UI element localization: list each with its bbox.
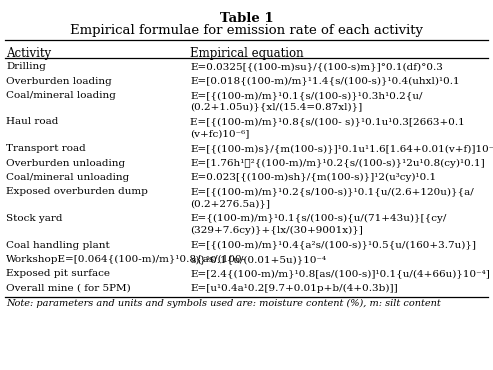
Text: (0.2+1.05u)}{xl/(15.4=0.87xl)}]: (0.2+1.05u)}{xl/(15.4=0.87xl)}] <box>190 102 362 111</box>
Text: E=[1.76h¹ᐟ²{(100-m)/m}¹0.2{s/(100-s)}¹2u¹0.8(cy)¹0.1]: E=[1.76h¹ᐟ²{(100-m)/m}¹0.2{s/(100-s)}¹2u… <box>190 158 485 168</box>
Text: Stock yard: Stock yard <box>6 214 63 223</box>
Text: Empirical formulae for emission rate of each activity: Empirical formulae for emission rate of … <box>70 24 423 37</box>
Text: Overall mine ( for 5PM): Overall mine ( for 5PM) <box>6 284 131 293</box>
Text: Table 1: Table 1 <box>220 12 273 25</box>
Text: (0.2+276.5a)}]: (0.2+276.5a)}] <box>190 199 270 208</box>
Text: Overburden unloading: Overburden unloading <box>6 158 125 168</box>
Text: E=[{(100-m)/m}¹0.1{s/(100-s)}¹0.3h¹0.2{u/: E=[{(100-m)/m}¹0.1{s/(100-s)}¹0.3h¹0.2{u… <box>190 91 423 100</box>
Text: (v+fc)10⁻⁶]: (v+fc)10⁻⁶] <box>190 129 249 138</box>
Text: Exposed overburden dump: Exposed overburden dump <box>6 188 148 196</box>
Text: Coal/mineral loading: Coal/mineral loading <box>6 91 116 100</box>
Text: Coal handling plant: Coal handling plant <box>6 240 110 249</box>
Text: E={(100-m)/m}¹0.1{s/(100-s){u/(71+43u)}[{cy/: E={(100-m)/m}¹0.1{s/(100-s){u/(71+43u)}[… <box>190 214 446 223</box>
Text: Coal/mineral unloading: Coal/mineral unloading <box>6 173 129 182</box>
Text: Note: parameters and units and symbols used are: moisture content (%), m: silt c: Note: parameters and units and symbols u… <box>6 299 441 307</box>
Text: E=0.023[{(100-m)sh}/{m(100-s)}]¹2(u³cy)¹0.1: E=0.023[{(100-m)sh}/{m(100-s)}]¹2(u³cy)¹… <box>190 173 436 182</box>
Text: (329+7.6cy)}+{lx/(30+9001x)}]: (329+7.6cy)}+{lx/(30+9001x)}] <box>190 225 363 235</box>
Text: Haul road: Haul road <box>6 118 58 127</box>
Text: E=0.0325[{(100-m)su}/{(100-s)m}]°0.1(df)°0.3: E=0.0325[{(100-m)su}/{(100-s)m}]°0.1(df)… <box>190 62 443 71</box>
Text: E=[{(100-m)/m}¹0.4{a²s/(100-s)}¹0.5{u/(160+3.7u)}]: E=[{(100-m)/m}¹0.4{a²s/(100-s)}¹0.5{u/(1… <box>190 240 476 249</box>
Text: Exposed pit surface: Exposed pit surface <box>6 269 110 279</box>
Text: Drilling: Drilling <box>6 62 46 71</box>
Text: s)}¹0.1{u/(0.01+5u)}10⁻⁴: s)}¹0.1{u/(0.01+5u)}10⁻⁴ <box>190 255 326 264</box>
Text: E=[2.4{(100-m)/m}¹0.8[as/(100-s)]¹0.1{u/(4+66u)}10⁻⁴]: E=[2.4{(100-m)/m}¹0.8[as/(100-s)]¹0.1{u/… <box>190 269 490 279</box>
Text: Empirical equation: Empirical equation <box>190 47 304 60</box>
Text: Overburden loading: Overburden loading <box>6 77 112 85</box>
Text: E=[{(100-m)s}/{m(100-s)}]¹0.1u¹1.6[1.64+0.01(v+f)]10⁻³: E=[{(100-m)s}/{m(100-s)}]¹0.1u¹1.6[1.64+… <box>190 144 493 153</box>
Text: WorkshopE=[0.064{(100-m)/m}¹0.8{as/(100-: WorkshopE=[0.064{(100-m)/m}¹0.8{as/(100- <box>6 255 246 264</box>
Text: Activity: Activity <box>6 47 51 60</box>
Text: E=[u¹0.4a¹0.2[9.7+0.01p+b/(4+0.3b)]]: E=[u¹0.4a¹0.2[9.7+0.01p+b/(4+0.3b)]] <box>190 284 398 293</box>
Text: E=[{(100-m)/m}¹0.8{s/(100- s)}¹0.1u¹0.3[2663+0.1: E=[{(100-m)/m}¹0.8{s/(100- s)}¹0.1u¹0.3[… <box>190 118 465 127</box>
Text: Transport road: Transport road <box>6 144 86 153</box>
Text: E=[{(100-m)/m}¹0.2{s/100-s)}¹0.1{u/(2.6+120u)}{a/: E=[{(100-m)/m}¹0.2{s/100-s)}¹0.1{u/(2.6+… <box>190 188 474 196</box>
Text: E=[0.018{(100-m)/m}¹1.4{s/(100-s)}¹0.4(uhxl)¹0.1: E=[0.018{(100-m)/m}¹1.4{s/(100-s)}¹0.4(u… <box>190 77 459 85</box>
